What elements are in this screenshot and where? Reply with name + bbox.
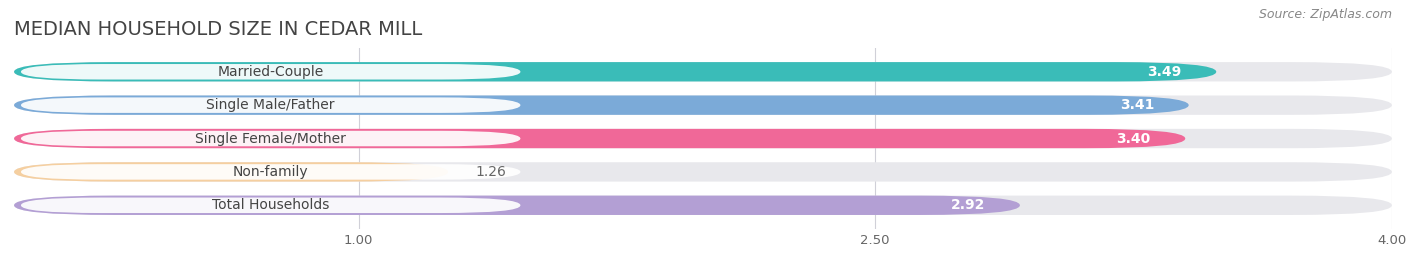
Text: MEDIAN HOUSEHOLD SIZE IN CEDAR MILL: MEDIAN HOUSEHOLD SIZE IN CEDAR MILL: [14, 20, 422, 38]
FancyBboxPatch shape: [14, 62, 1216, 82]
FancyBboxPatch shape: [14, 162, 449, 182]
Text: 3.49: 3.49: [1147, 65, 1182, 79]
Text: Source: ZipAtlas.com: Source: ZipAtlas.com: [1258, 8, 1392, 21]
FancyBboxPatch shape: [14, 62, 1392, 82]
FancyBboxPatch shape: [21, 97, 520, 113]
FancyBboxPatch shape: [21, 197, 520, 213]
Text: 1.26: 1.26: [475, 165, 506, 179]
Text: 3.40: 3.40: [1116, 132, 1150, 146]
Text: Single Female/Mother: Single Female/Mother: [195, 132, 346, 146]
FancyBboxPatch shape: [14, 196, 1392, 215]
Text: Total Households: Total Households: [212, 198, 329, 212]
FancyBboxPatch shape: [14, 196, 1019, 215]
Text: Non-family: Non-family: [233, 165, 308, 179]
FancyBboxPatch shape: [14, 129, 1185, 148]
Text: 3.41: 3.41: [1121, 98, 1154, 112]
FancyBboxPatch shape: [14, 95, 1392, 115]
FancyBboxPatch shape: [21, 64, 520, 80]
FancyBboxPatch shape: [14, 95, 1188, 115]
Text: Married-Couple: Married-Couple: [218, 65, 323, 79]
Text: 2.92: 2.92: [950, 198, 986, 212]
Text: Single Male/Father: Single Male/Father: [207, 98, 335, 112]
FancyBboxPatch shape: [14, 129, 1392, 148]
FancyBboxPatch shape: [21, 164, 520, 180]
FancyBboxPatch shape: [21, 131, 520, 146]
FancyBboxPatch shape: [14, 162, 1392, 182]
